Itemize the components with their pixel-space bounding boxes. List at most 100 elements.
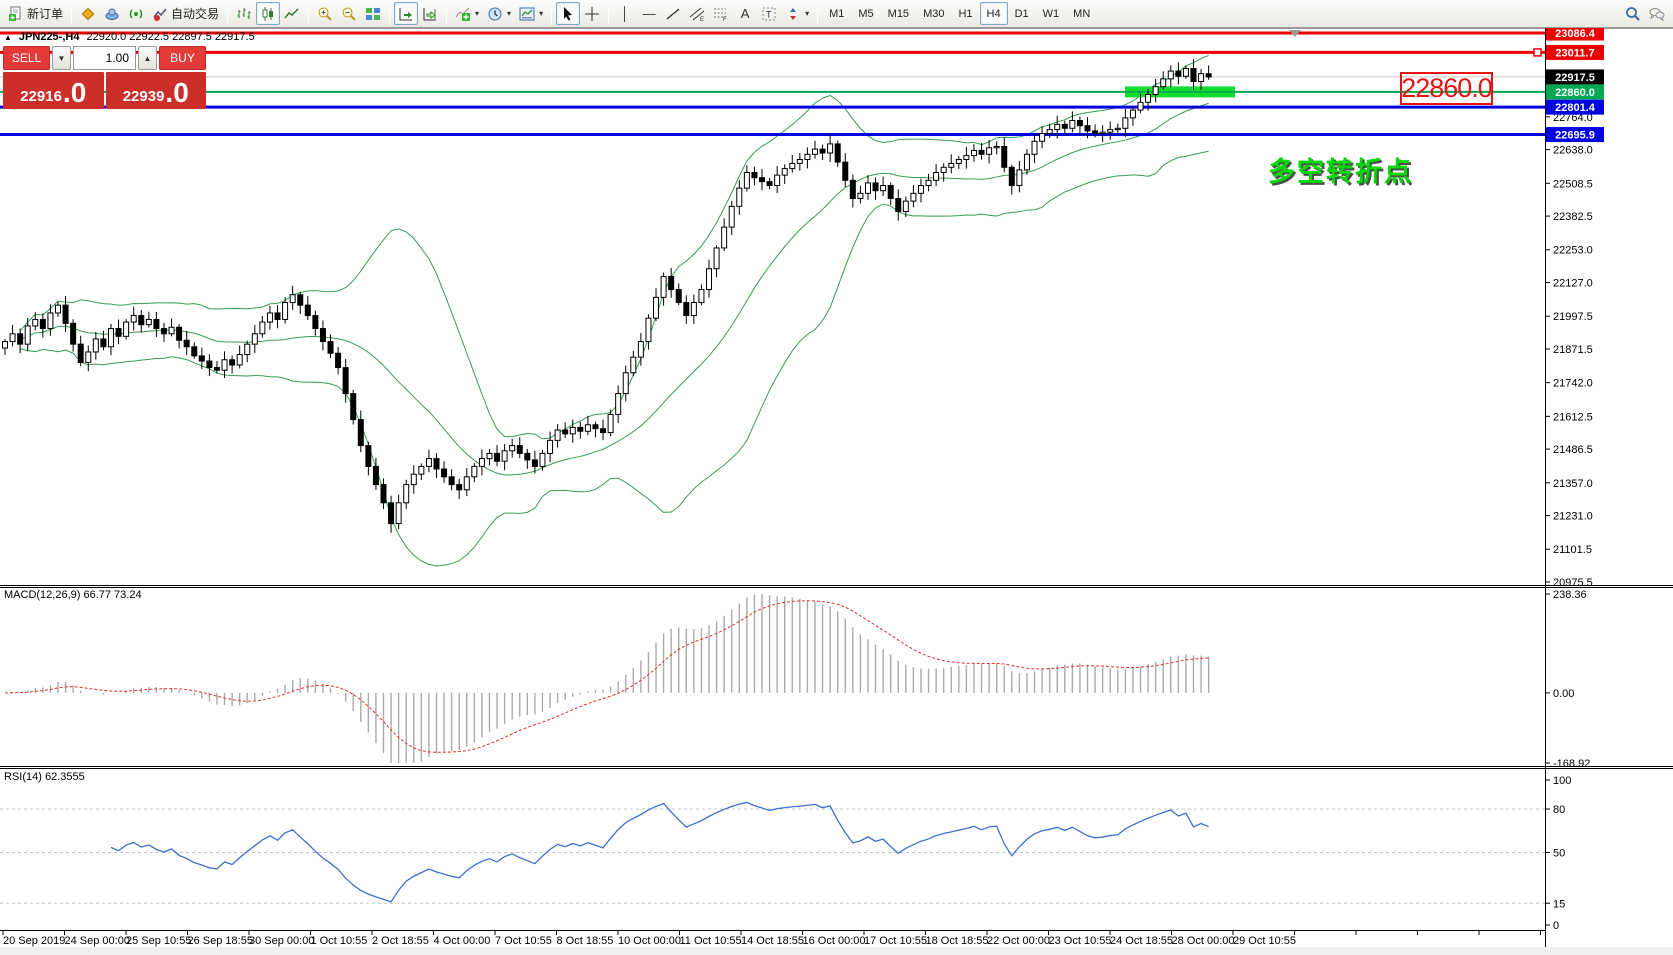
vertical-line-icon: │: [621, 5, 630, 21]
candle-body: [1092, 130, 1099, 134]
timeframe-m5[interactable]: M5: [851, 2, 880, 25]
chart-shift-button[interactable]: [418, 2, 442, 25]
timeframe-d1[interactable]: D1: [1008, 2, 1036, 25]
candle-body: [796, 159, 803, 164]
zoom-in-icon: [317, 6, 333, 22]
buy-button[interactable]: BUY: [159, 46, 206, 70]
timeframe-h1[interactable]: H1: [951, 2, 979, 25]
bar-chart-button[interactable]: [232, 2, 256, 25]
search-button[interactable]: [1621, 2, 1645, 25]
chart-canvas[interactable]: 22764.0 22638.0 22508.5 22382.5 22253.0 22127…: [0, 28, 1673, 955]
chinese-note-annotation[interactable]: 多空转折点: [1268, 157, 1413, 187]
zoom-out-button[interactable]: [337, 2, 361, 25]
market-icon: [80, 6, 96, 22]
volume-up-button[interactable]: ▲: [138, 46, 157, 70]
signals-button[interactable]: [124, 2, 148, 25]
candle-body: [630, 356, 637, 374]
candle-body: [917, 185, 924, 194]
cursor-tool-button[interactable]: [556, 2, 581, 25]
new-order-button[interactable]: 新订单: [4, 2, 67, 25]
dropdown-caret: ▾: [539, 8, 544, 18]
price-level-annotation[interactable]: 22860.0: [1400, 72, 1493, 105]
candle-body: [864, 182, 871, 194]
template-icon: [519, 6, 535, 22]
timeframe-m30[interactable]: M30: [916, 2, 951, 25]
candle-body: [1008, 166, 1015, 187]
tile-windows-button[interactable]: [361, 2, 385, 25]
fibonacci-tool-button[interactable]: F: [709, 2, 733, 25]
channel-tool-button[interactable]: E: [685, 2, 709, 25]
price-badge-label: 22695.9: [1555, 130, 1595, 142]
candle-body: [297, 294, 304, 306]
zoom-in-button[interactable]: [313, 2, 337, 25]
sell-button[interactable]: SELL: [3, 46, 50, 70]
volume-down-button[interactable]: ▼: [52, 46, 71, 70]
chart-background: [0, 28, 1673, 947]
hline-tool-button[interactable]: —: [637, 2, 661, 25]
price-tick-label: 22764.0: [1553, 112, 1593, 124]
candle-body: [993, 145, 1000, 149]
separator: [446, 3, 448, 24]
timeframe-m1[interactable]: M1: [822, 2, 851, 25]
market-button[interactable]: [76, 2, 100, 25]
candle-body: [849, 179, 856, 200]
candle-body: [494, 452, 501, 462]
symbol-info: ▲ JPN225-,H4 22920.0 22922.5 22897.5 229…: [4, 31, 255, 43]
dropdown-caret: ▾: [507, 8, 512, 18]
text-tool-button[interactable]: A: [733, 2, 757, 25]
candle-body: [418, 465, 425, 475]
candle-body: [1107, 129, 1114, 133]
candle-body: [751, 172, 758, 179]
candle-body: [1114, 127, 1121, 131]
sell-price[interactable]: 22916 .0: [3, 72, 104, 109]
bar-chart-icon: [236, 6, 252, 22]
candle-body: [789, 162, 796, 170]
sell-price-main: 22916: [20, 88, 62, 105]
vline-tool-button[interactable]: │: [613, 2, 637, 25]
time-label: 30 Sep 00:00: [249, 935, 314, 947]
time-label: 7 Oct 10:55: [495, 935, 552, 947]
candle-body: [395, 502, 402, 525]
separator: [227, 3, 229, 24]
periods-button[interactable]: ▾: [483, 2, 515, 25]
buy-price[interactable]: 22939 .0: [105, 72, 206, 109]
auto-trade-button[interactable]: 自动交易: [148, 2, 223, 25]
vps-button[interactable]: [100, 2, 124, 25]
collapse-triangle-icon[interactable]: ▲: [4, 32, 12, 42]
separator: [308, 3, 310, 24]
candle-body: [289, 294, 296, 304]
timeframe-h4[interactable]: H4: [979, 2, 1008, 25]
volume-input[interactable]: 1.00: [73, 46, 136, 70]
candle-body: [478, 458, 485, 467]
candle-body: [448, 476, 455, 486]
time-label: 1 Oct 10:55: [311, 935, 368, 947]
chart-shift-icon: [422, 6, 438, 22]
auto-scroll-button[interactable]: [394, 2, 419, 25]
candle-body: [24, 325, 31, 345]
candle-body: [1039, 132, 1046, 142]
candle-body: [191, 346, 198, 357]
timeframe-w1[interactable]: W1: [1036, 2, 1067, 25]
candle-body: [1137, 101, 1144, 111]
candlestick-button[interactable]: [256, 2, 281, 25]
template-button[interactable]: ▾: [515, 2, 547, 25]
rsi-label: RSI(14) 62.3555: [4, 771, 85, 783]
shapes-tool-button[interactable]: ▾: [781, 2, 813, 25]
candle-body: [17, 333, 24, 345]
candle-body: [403, 484, 410, 504]
indicators-button[interactable]: ▾: [451, 2, 483, 25]
label-tool-button[interactable]: T: [757, 2, 781, 25]
candle-body: [1145, 93, 1152, 103]
timeframe-m15[interactable]: M15: [881, 2, 916, 25]
crosshair-tool-button[interactable]: [580, 2, 604, 25]
chat-button[interactable]: [1645, 2, 1669, 25]
trendline-tool-button[interactable]: [661, 2, 685, 25]
candle-body: [1016, 169, 1023, 187]
arrows-icon: [785, 6, 801, 22]
time-label: 25 Sep 10:55: [126, 935, 191, 947]
auto-trade-icon: [152, 6, 168, 22]
timeframe-mn[interactable]: MN: [1066, 2, 1097, 25]
candle-body: [524, 452, 531, 461]
candle-body: [130, 315, 137, 323]
line-chart-button[interactable]: [280, 2, 304, 25]
